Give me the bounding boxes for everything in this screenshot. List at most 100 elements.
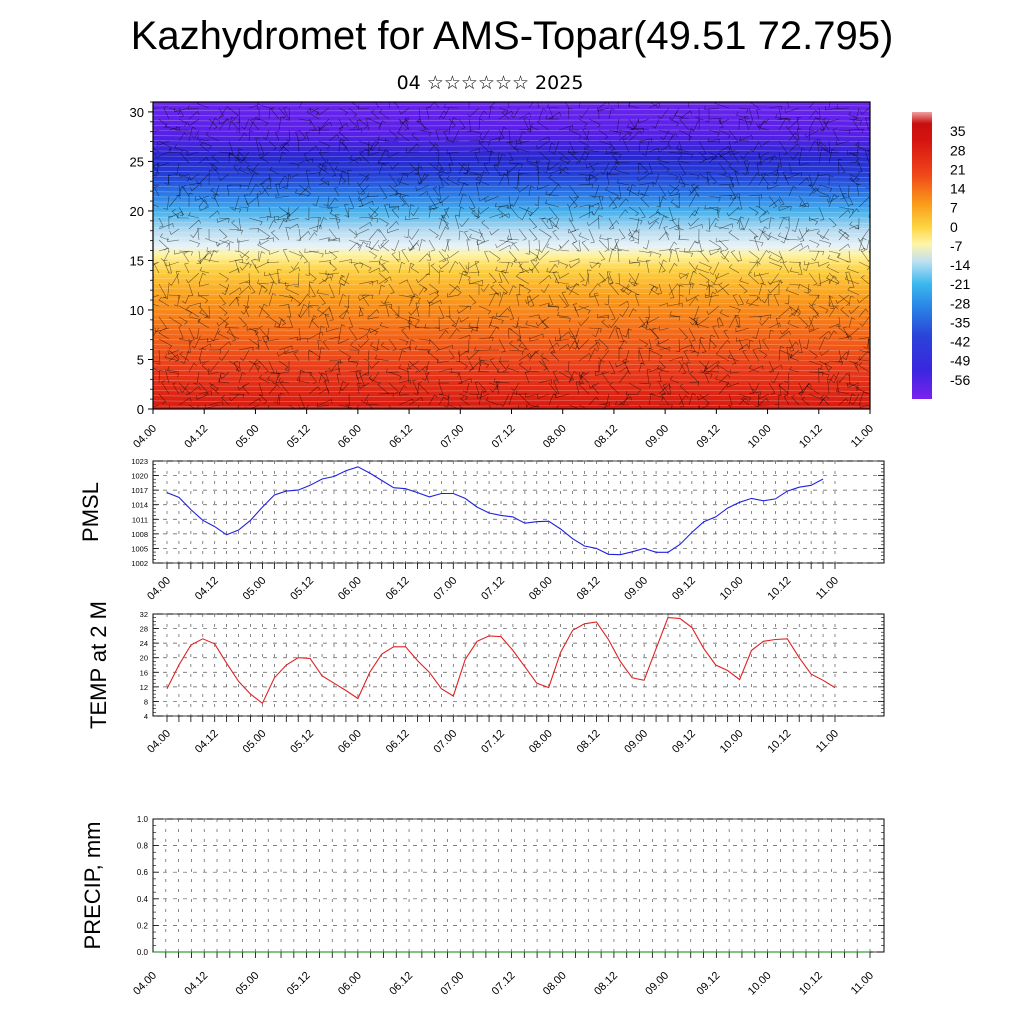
wind-barb — [168, 349, 180, 363]
wind-barb — [153, 362, 160, 373]
wind-barb — [369, 140, 380, 151]
y-tick-label: 0.0 — [137, 948, 149, 957]
wind-barb — [649, 102, 660, 109]
wind-barb — [428, 290, 439, 296]
wind-barb — [408, 396, 424, 406]
wind-barb — [228, 287, 242, 296]
wind-barb — [196, 173, 210, 185]
wind-barb — [518, 338, 528, 351]
wind-barb — [438, 326, 450, 332]
wind-barb — [526, 404, 540, 409]
wind-barb — [479, 129, 490, 141]
wind-barb — [706, 171, 711, 186]
wind-barb — [568, 404, 578, 409]
wind-barb — [785, 173, 800, 180]
wind-barb — [558, 294, 569, 309]
wind-barb — [768, 261, 783, 271]
x-tick-label: 05.12 — [288, 728, 316, 756]
wind-barb — [338, 274, 346, 285]
wind-barb — [408, 360, 420, 373]
wind-barb — [648, 367, 662, 373]
wind-barb — [284, 349, 300, 354]
wind-barb — [848, 161, 859, 166]
wind-barb — [602, 393, 610, 407]
wind-barb — [668, 356, 683, 362]
wind-barb — [410, 264, 420, 274]
wind-barb — [153, 327, 160, 337]
wind-barb — [246, 164, 260, 175]
wind-barb — [458, 118, 466, 130]
wind-barb — [678, 129, 693, 140]
wind-barb — [678, 272, 690, 279]
wind-barb — [378, 228, 387, 242]
wind-barb — [678, 394, 689, 406]
contour-line — [153, 231, 870, 234]
contour-line — [153, 185, 870, 188]
wind-barb — [356, 173, 370, 186]
wind-barb — [817, 261, 830, 267]
wind-barb — [237, 238, 250, 243]
wind-barb — [298, 129, 307, 141]
wind-barb — [364, 360, 370, 376]
wind-barb — [552, 271, 560, 285]
wind-barb — [318, 180, 330, 186]
wind-barb — [757, 401, 770, 406]
wind-barb — [819, 118, 830, 132]
wind-barb — [709, 250, 720, 256]
wind-barb — [714, 102, 730, 109]
wind-barb — [756, 338, 762, 350]
wind-barb — [355, 228, 370, 236]
wind-barb — [228, 241, 234, 252]
wind-barb — [248, 360, 261, 371]
wind-barb — [838, 372, 850, 384]
x-tick-label: 05.00 — [234, 423, 262, 451]
wind-barb — [478, 206, 490, 215]
wind-barb — [178, 132, 188, 142]
wind-barb — [799, 201, 810, 208]
wind-barb — [317, 107, 330, 116]
wind-barb — [198, 294, 209, 304]
wind-barb — [541, 318, 550, 329]
wind-barb — [637, 162, 643, 175]
wind-barb — [848, 360, 859, 368]
wind-barb — [300, 404, 310, 409]
wind-barb — [838, 336, 852, 341]
wind-barb — [494, 151, 500, 167]
wind-barb — [628, 228, 635, 242]
wind-barb — [712, 325, 720, 340]
wind-barb — [748, 261, 759, 267]
wind-barb — [188, 239, 201, 248]
wind-barb — [627, 231, 640, 241]
wind-barb — [199, 206, 210, 211]
wind-barb — [257, 279, 270, 285]
wind-barb — [248, 359, 260, 373]
wind-barb — [328, 134, 340, 142]
wind-barb — [375, 102, 380, 109]
wind-barb — [488, 292, 499, 307]
wind-barb — [578, 272, 585, 283]
wind-barb — [564, 102, 570, 109]
wind-barb — [678, 250, 694, 258]
x-tick-label: 09.00 — [643, 423, 671, 451]
wind-barb — [517, 184, 530, 193]
wind-barb — [828, 360, 844, 366]
wind-barb — [185, 306, 200, 318]
wind-barb — [228, 327, 237, 342]
wind-barb — [637, 118, 650, 124]
wind-barb — [811, 250, 820, 262]
wind-barb — [619, 305, 630, 318]
wind-barb — [228, 360, 240, 371]
wind-barb — [698, 118, 704, 131]
wind-barb — [478, 170, 487, 186]
wind-barb — [478, 305, 492, 315]
wind-barb — [324, 380, 330, 395]
wind-barb — [357, 184, 370, 195]
wind-barb — [395, 189, 410, 197]
wind-barb — [478, 390, 486, 406]
wind-barb — [366, 400, 380, 406]
wind-barb — [646, 316, 660, 324]
wind-barb — [552, 229, 560, 241]
wind-barb — [718, 173, 734, 182]
wind-barb — [658, 382, 667, 396]
wind-barb — [338, 380, 347, 395]
